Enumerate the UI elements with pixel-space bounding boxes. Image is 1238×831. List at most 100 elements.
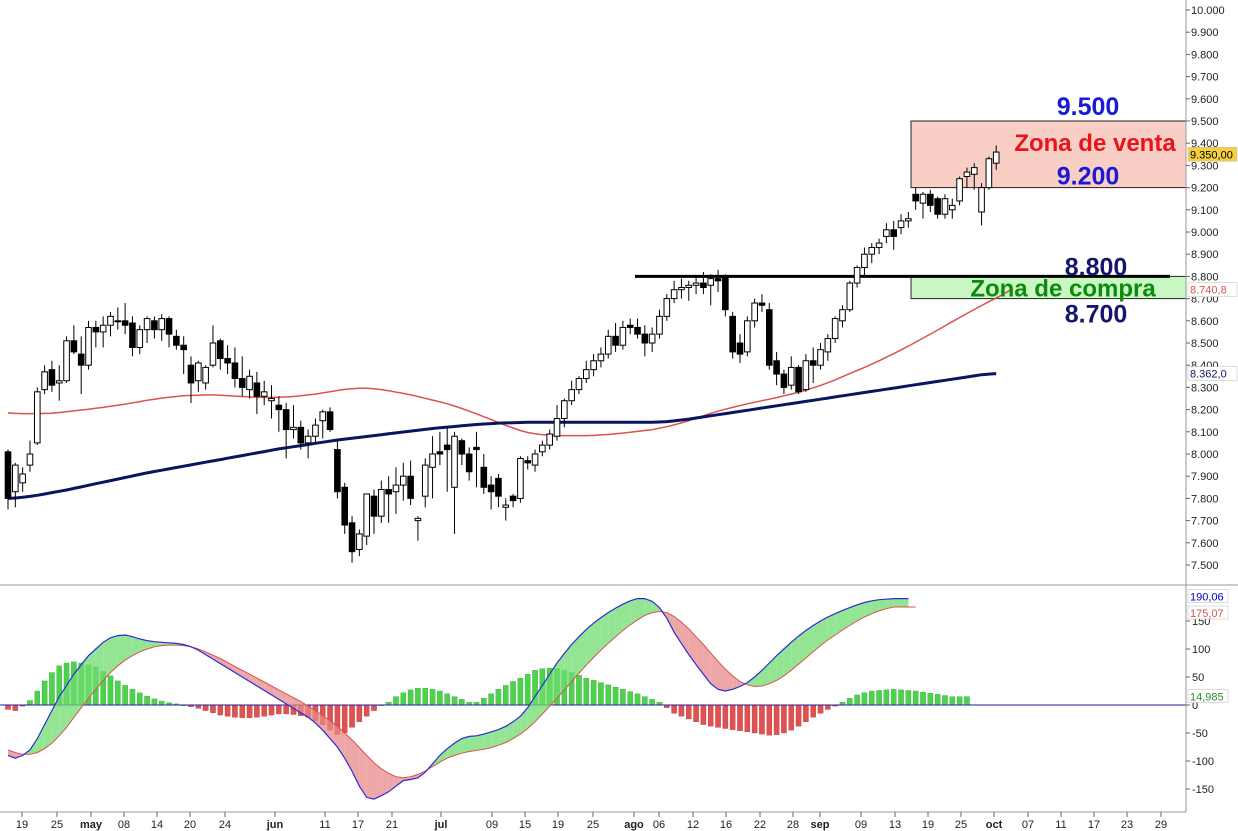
macd-cloud-bull	[549, 663, 557, 707]
candle	[685, 280, 693, 301]
candle-body-up	[553, 417, 561, 437]
candle-body-up	[656, 315, 663, 335]
candle-body-up	[378, 489, 385, 517]
macd-cloud-bull	[893, 598, 901, 607]
candle	[224, 345, 231, 375]
candle	[758, 294, 766, 312]
candle	[165, 316, 173, 348]
x-day-label: 09	[486, 819, 498, 831]
candle	[634, 318, 641, 339]
macd-cloud-bull	[469, 735, 477, 752]
macd-cloud-bull	[769, 655, 777, 684]
candle-body-up	[55, 380, 63, 384]
candle-body-up	[26, 453, 34, 466]
macd-cloud-bear	[220, 658, 228, 668]
macd-cloud-bull	[879, 599, 887, 611]
candle-body-up	[429, 453, 436, 468]
candle	[648, 327, 656, 352]
histogram-bar-negative	[12, 704, 19, 711]
histogram-bar-positive	[429, 689, 436, 706]
candle-body-up	[744, 320, 751, 353]
candle	[729, 311, 736, 359]
macd-cloud-bull	[637, 598, 645, 620]
candle	[978, 183, 985, 226]
macd-cloud-bull	[542, 674, 550, 714]
candle-body-down	[480, 466, 488, 488]
candle-body-up	[85, 326, 92, 366]
candle-body-up	[304, 435, 312, 444]
macd-cloud-bull	[491, 729, 499, 748]
histogram-bar-negative	[341, 704, 348, 734]
candle	[985, 156, 993, 190]
macd-cloud-bull	[73, 664, 82, 718]
candle-body-up	[619, 326, 627, 346]
macd-cloud-bull	[586, 623, 594, 666]
candle	[465, 447, 473, 481]
candle	[582, 360, 590, 383]
candle	[948, 198, 956, 219]
candle	[487, 476, 495, 510]
macd-value-box	[1187, 589, 1229, 603]
candle-body-up	[963, 171, 971, 177]
candle	[619, 320, 627, 350]
histogram-bar-positive	[151, 698, 158, 706]
candle	[85, 320, 92, 370]
candle	[356, 529, 363, 557]
histogram-bar-negative	[744, 704, 751, 733]
x-month-label: may	[80, 819, 103, 831]
candle	[55, 365, 63, 401]
histogram-bar-positive	[34, 690, 41, 706]
candle	[839, 305, 846, 328]
candle	[905, 212, 912, 228]
histogram-bar-negative	[700, 704, 707, 725]
candle	[970, 163, 978, 190]
candle	[363, 493, 370, 546]
candle-body-down	[773, 360, 780, 375]
candle-body-up	[33, 391, 41, 444]
histogram-bar-positive	[920, 691, 926, 706]
macd-cloud-bull	[644, 598, 653, 616]
x-day-label: 20	[184, 819, 196, 831]
macd-cloud-bull	[798, 630, 806, 665]
candle	[238, 356, 246, 397]
candle-body-down	[436, 451, 444, 455]
histogram-bar-positive	[415, 688, 421, 706]
y-tick-label: 10.000	[1191, 5, 1225, 17]
candle-body-up	[63, 340, 70, 382]
candle-body-up	[41, 371, 48, 391]
price-label-box	[1187, 147, 1238, 162]
candle	[890, 220, 898, 250]
x-day-label: 24	[219, 819, 231, 831]
y-tick-label: 7.700	[1191, 516, 1219, 528]
x-day-label: 21	[386, 819, 398, 831]
macd-cloud-bull	[849, 604, 858, 626]
histogram-bar-positive	[517, 677, 524, 706]
x-day-label: 17	[1088, 819, 1100, 831]
candle	[202, 365, 209, 390]
x-day-label: 13	[889, 819, 901, 831]
histogram-bar-negative	[810, 704, 816, 718]
candle-body-down	[736, 342, 744, 355]
histogram-bar-positive	[400, 692, 407, 706]
y-tick-label: 9.200	[1191, 183, 1219, 195]
candle	[897, 214, 905, 235]
histogram-bar-negative	[773, 704, 780, 735]
macd-cloud-bear	[732, 675, 740, 690]
histogram-bar-negative	[268, 704, 275, 716]
macd-cloud-bull	[461, 736, 470, 754]
candle	[92, 320, 100, 348]
x-day-label: 19	[922, 819, 934, 831]
candle-body-up	[260, 391, 268, 397]
candle	[956, 176, 963, 206]
histogram-bar-negative	[195, 704, 202, 709]
x-month-label: jul	[434, 819, 448, 831]
candle	[77, 336, 85, 395]
y-tick-label: 8.500	[1191, 338, 1219, 350]
candle-body-down	[458, 440, 466, 455]
y-tick-label: 7.900	[1191, 471, 1219, 483]
histogram-bar-positive	[883, 689, 890, 706]
histogram-bar-positive	[510, 681, 516, 706]
candle-body-down	[48, 369, 56, 386]
candle-body-up	[978, 187, 985, 213]
zone-label: Zona de venta	[1014, 130, 1176, 157]
